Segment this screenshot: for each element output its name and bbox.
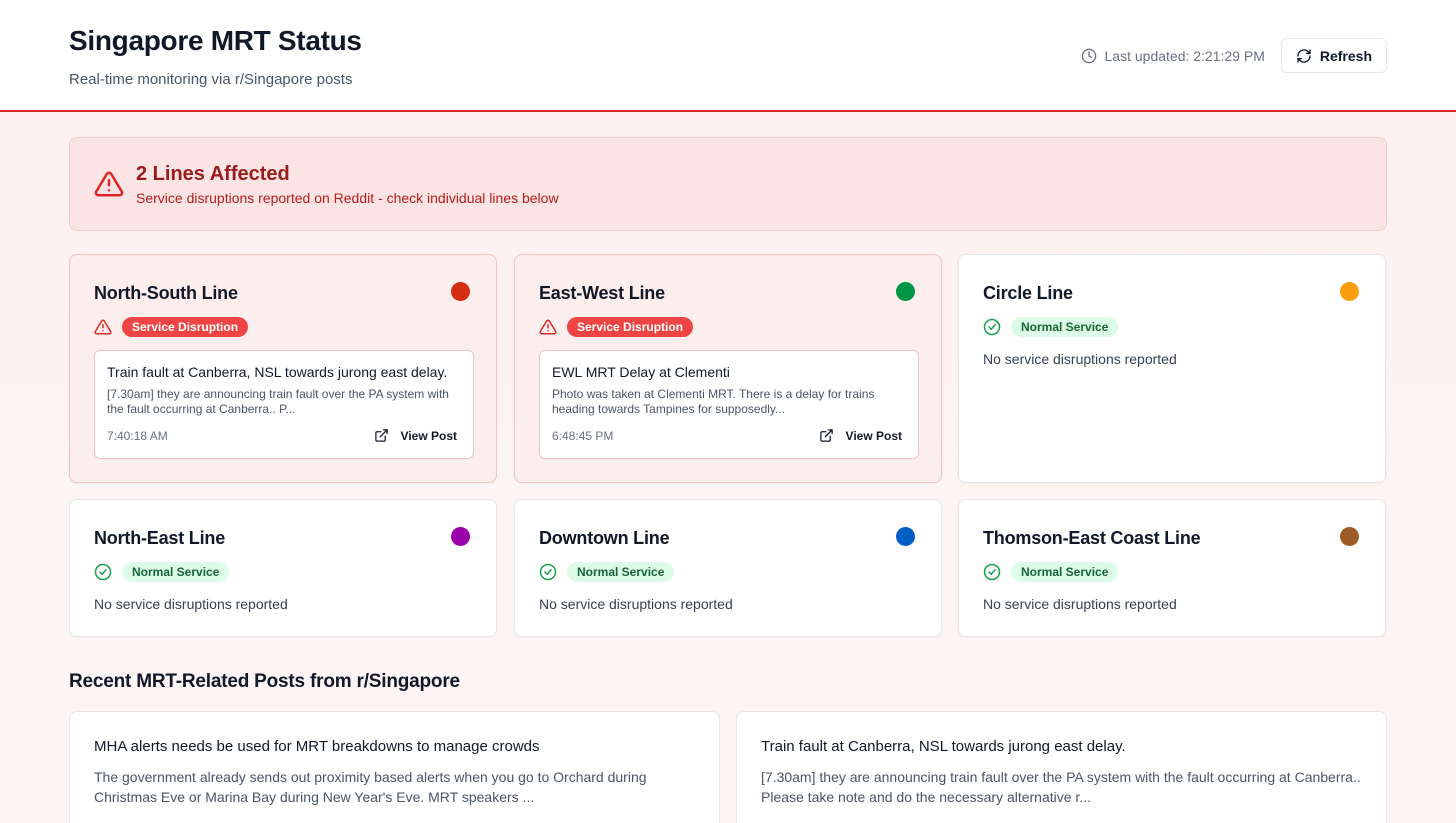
post-snippet: Photo was taken at Clementi MRT. There i… (552, 387, 875, 416)
refresh-icon (1296, 48, 1312, 64)
line-card-circle: Circle Line Normal Service No service di… (958, 254, 1386, 483)
view-post-label: View Post (845, 428, 902, 443)
alert-message: Service disruptions reported on Reddit -… (136, 189, 559, 206)
view-post-link[interactable]: View Post (374, 428, 457, 443)
check-circle-icon (983, 318, 1001, 336)
status-row: Normal Service (983, 562, 1119, 582)
line-color-dot (451, 282, 470, 301)
status-row: Service Disruption (539, 317, 694, 337)
warning-triangle-icon (94, 169, 124, 199)
recent-post-title: MHA alerts needs be used for MRT breakdo… (94, 738, 540, 755)
line-color-dot (1340, 282, 1359, 301)
status-badge: Normal Service (1011, 317, 1119, 337)
page-header: Singapore MRT Status Real-time monitorin… (0, 0, 1456, 112)
warning-triangle-icon (539, 318, 557, 336)
status-message: No service disruptions reported (94, 596, 288, 612)
line-name: Circle Line (983, 283, 1073, 303)
line-color-dot (896, 282, 915, 301)
external-link-icon (819, 428, 834, 443)
recent-post-snippet: The government already sends out proximi… (94, 769, 647, 805)
line-color-dot (451, 527, 470, 546)
refresh-label: Refresh (1319, 47, 1372, 64)
page-title: Singapore MRT Status (69, 25, 362, 56)
status-row: Normal Service (539, 562, 675, 582)
clock-icon (1081, 48, 1097, 64)
line-name: North-South Line (94, 283, 238, 303)
last-updated: Last updated: 2:21:29 PM (1081, 48, 1265, 64)
status-badge: Normal Service (567, 562, 675, 582)
line-name: Downtown Line (539, 528, 670, 548)
line-color-dot (1340, 527, 1359, 546)
post-title: Train fault at Canberra, NSL towards jur… (107, 364, 448, 380)
status-badge: Normal Service (122, 562, 230, 582)
header-title-block: Singapore MRT Status Real-time monitorin… (69, 25, 362, 88)
status-message: No service disruptions reported (983, 351, 1177, 367)
post-footer: 6:48:45 PM View Post (552, 428, 902, 443)
header-actions: Last updated: 2:21:29 PM Refresh (1081, 38, 1387, 73)
last-updated-text: Last updated: 2:21:29 PM (1104, 47, 1265, 64)
recent-post-card[interactable]: MHA alerts needs be used for MRT breakdo… (69, 711, 720, 823)
status-badge: Service Disruption (567, 317, 694, 337)
line-card-north-south: North-South Line Service Disruption Trai… (69, 254, 497, 483)
warning-triangle-icon (94, 318, 112, 336)
status-row: Service Disruption (94, 317, 249, 337)
line-card-east-west: East-West Line Service Disruption EWL MR… (514, 254, 942, 483)
line-name: North-East Line (94, 528, 226, 548)
status-row: Normal Service (94, 562, 230, 582)
check-circle-icon (983, 563, 1001, 581)
post-time: 6:48:45 PM (552, 428, 614, 443)
view-post-label: View Post (400, 428, 457, 443)
status-badge: Normal Service (1011, 562, 1119, 582)
view-post-link[interactable]: View Post (819, 428, 902, 443)
line-color-dot (896, 527, 915, 546)
status-message: No service disruptions reported (539, 596, 733, 612)
page-subtitle: Real-time monitoring via r/Singapore pos… (69, 71, 353, 88)
disruption-post: Train fault at Canberra, NSL towards jur… (94, 350, 474, 459)
line-name: Thomson-East Coast Line (983, 528, 1201, 548)
refresh-button[interactable]: Refresh (1280, 38, 1387, 73)
check-circle-icon (539, 563, 557, 581)
status-row: Normal Service (983, 317, 1119, 337)
post-snippet: [7.30am] they are announcing train fault… (107, 387, 449, 416)
recent-post-snippet: [7.30am] they are announcing train fault… (761, 769, 1361, 805)
external-link-icon (374, 428, 389, 443)
line-card-downtown: Downtown Line Normal Service No service … (514, 499, 942, 637)
post-footer: 7:40:18 AM View Post (107, 428, 457, 443)
check-circle-icon (94, 563, 112, 581)
alert-text: 2 Lines Affected Service disruptions rep… (136, 163, 559, 206)
line-card-thomson-east-coast: Thomson-East Coast Line Normal Service N… (958, 499, 1386, 637)
recent-posts-heading: Recent MRT-Related Posts from r/Singapor… (69, 671, 460, 692)
status-badge: Service Disruption (122, 317, 249, 337)
disruption-alert-banner: 2 Lines Affected Service disruptions rep… (69, 137, 1387, 231)
recent-post-card[interactable]: Train fault at Canberra, NSL towards jur… (736, 711, 1387, 823)
post-time: 7:40:18 AM (107, 428, 168, 443)
line-card-north-east: North-East Line Normal Service No servic… (69, 499, 497, 637)
recent-post-title: Train fault at Canberra, NSL towards jur… (761, 738, 1126, 755)
line-name: East-West Line (539, 283, 665, 303)
post-title: EWL MRT Delay at Clementi (552, 364, 730, 380)
alert-title: 2 Lines Affected (136, 162, 290, 185)
disruption-post: EWL MRT Delay at Clementi Photo was take… (539, 350, 919, 459)
status-message: No service disruptions reported (983, 596, 1177, 612)
